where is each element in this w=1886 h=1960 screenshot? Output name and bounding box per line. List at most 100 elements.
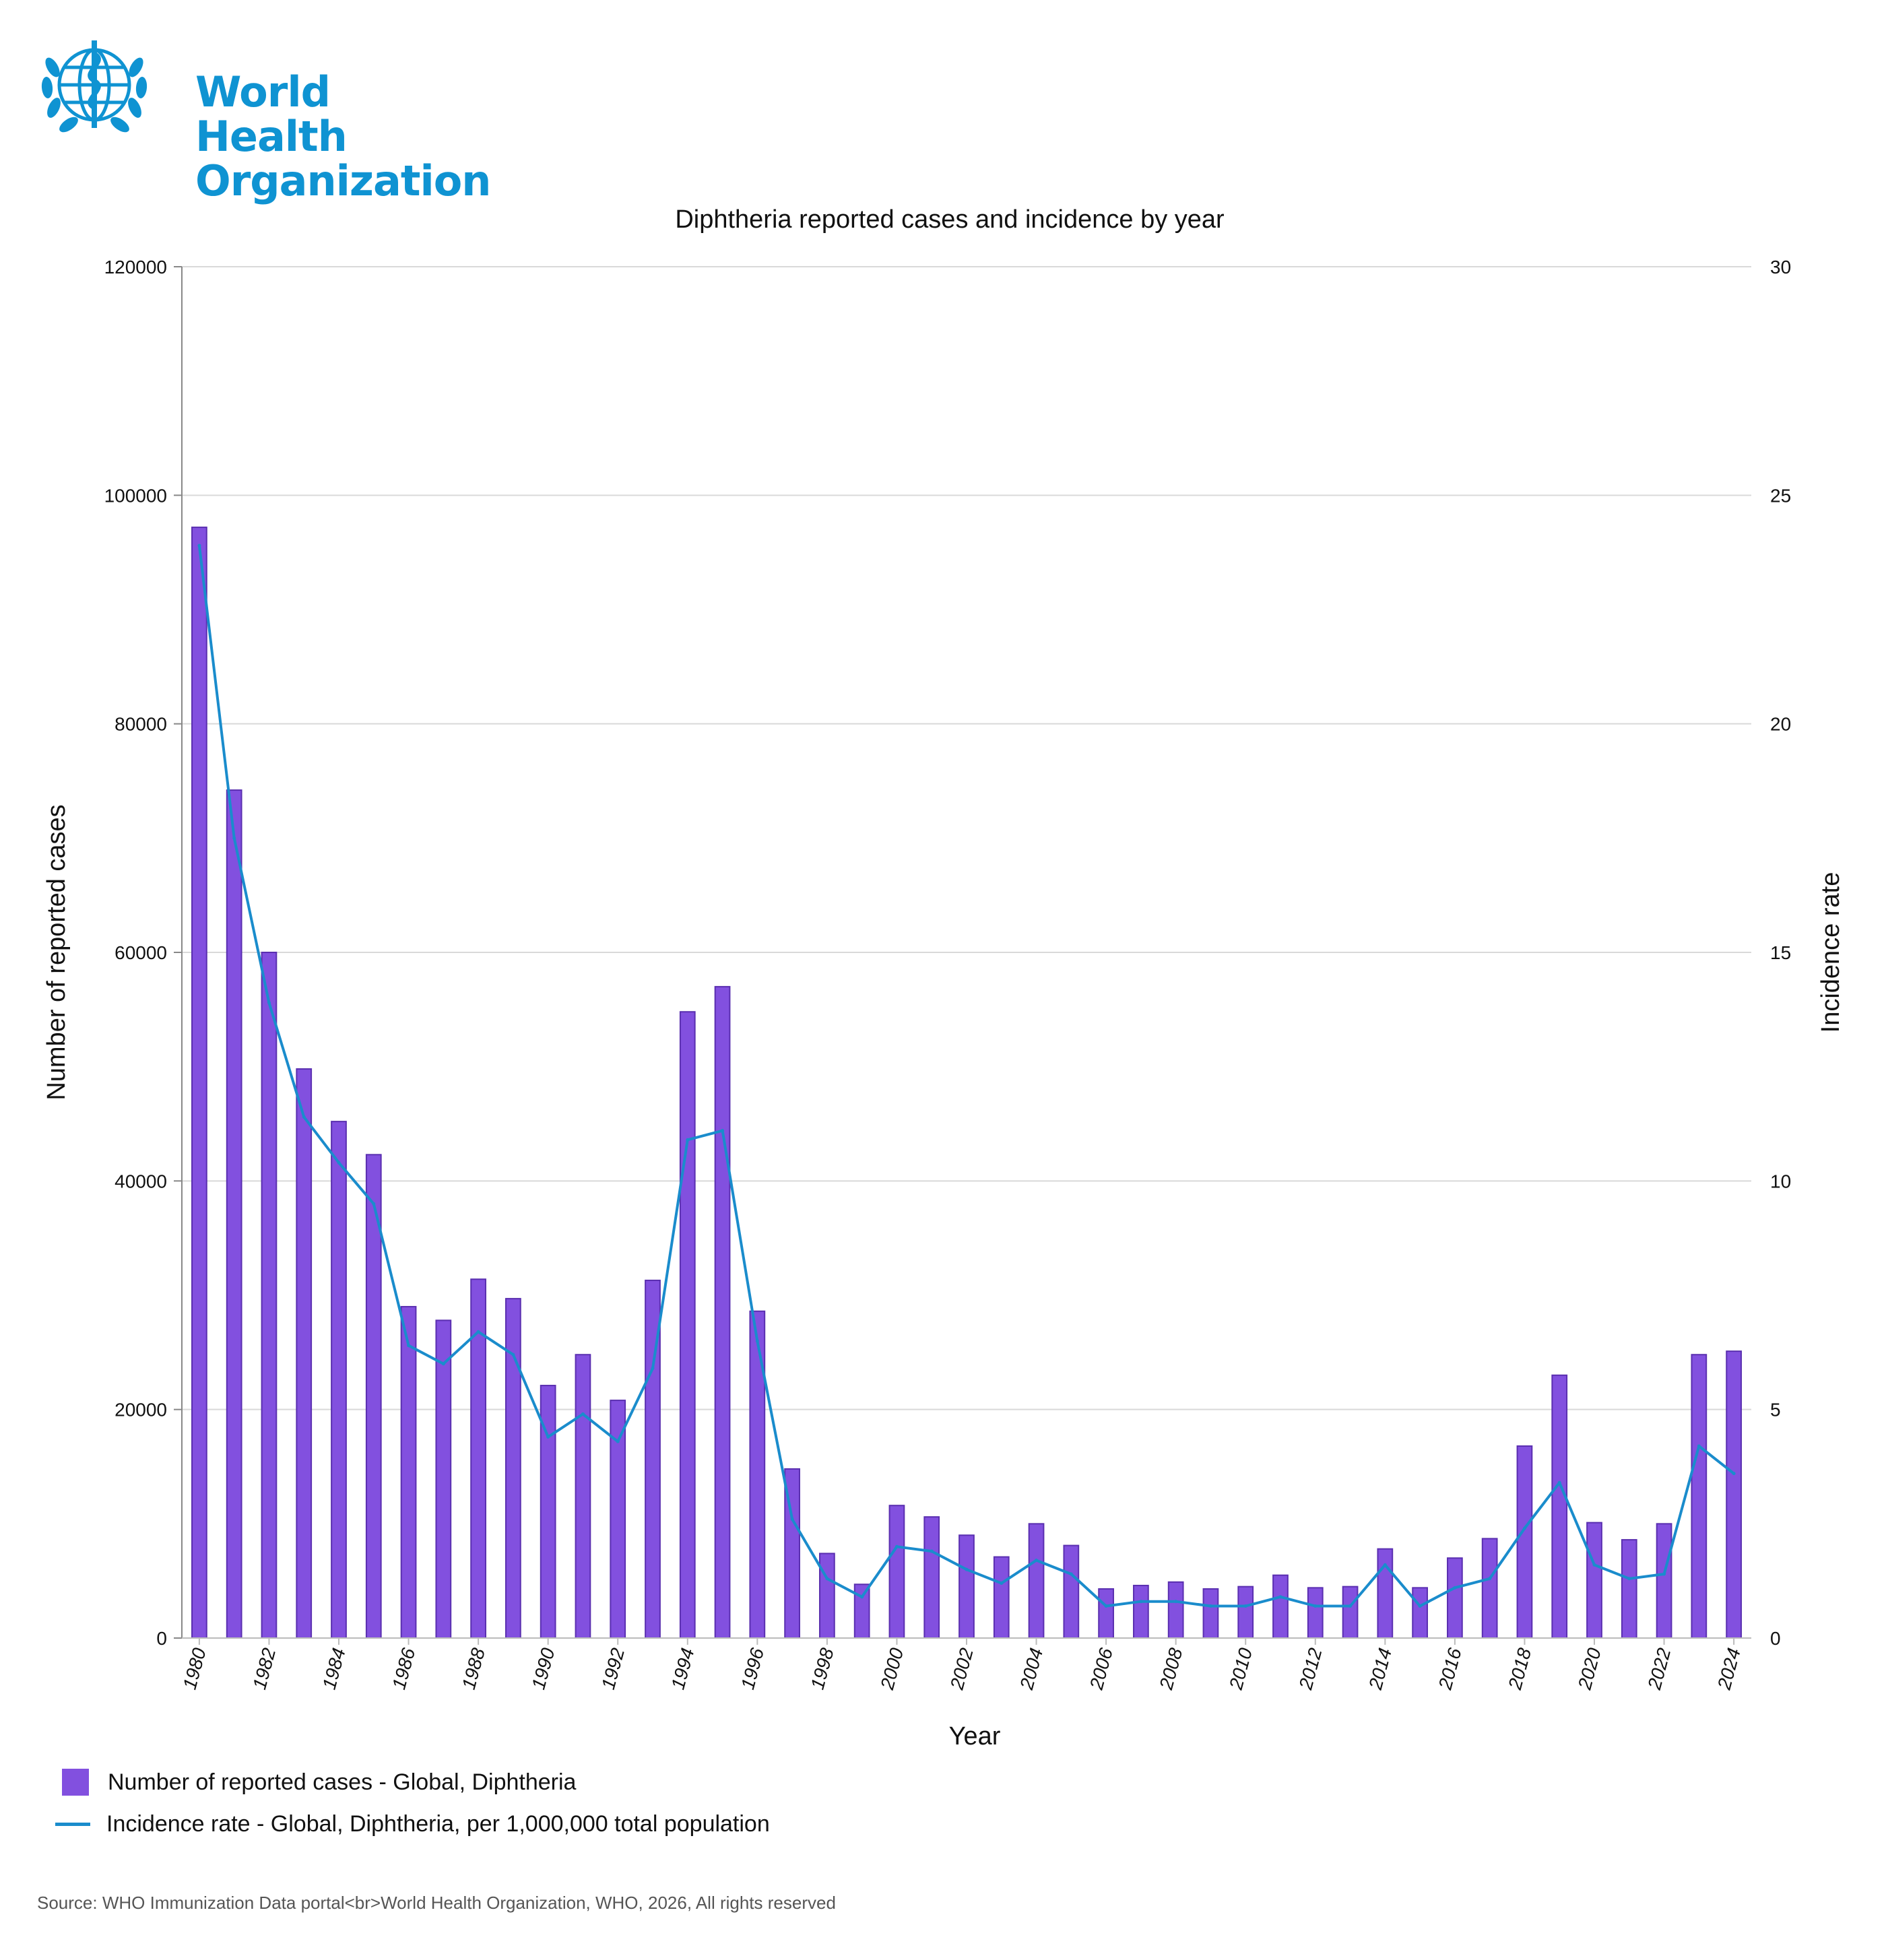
incidence-point <box>1488 1577 1492 1581</box>
legend-swatch-bar <box>62 1769 89 1796</box>
legend-item-incidence[interactable]: Incidence rate - Global, Diphtheria, per… <box>47 1803 770 1845</box>
incidence-point <box>197 544 201 548</box>
incidence-point <box>581 1412 585 1416</box>
bar <box>958 1534 975 1639</box>
incidence-point <box>1732 1472 1736 1476</box>
x-tick-label: 1986 <box>388 1645 419 1692</box>
bar <box>1726 1350 1742 1639</box>
incidence-point <box>1418 1604 1422 1608</box>
bar <box>1098 1588 1114 1639</box>
bar <box>1656 1523 1672 1639</box>
incidence-point <box>1522 1526 1526 1530</box>
bar <box>435 1319 452 1639</box>
y-ticks-left: 0 20000 40000 60000 80000 100000 120000 <box>104 257 182 1649</box>
y-tick-label-right: 5 <box>1770 1400 1781 1420</box>
x-tick-label: 1992 <box>597 1645 628 1692</box>
bar <box>1272 1574 1289 1639</box>
y-tick-label-left: 40000 <box>115 1171 167 1191</box>
logo-title: World Health Organization <box>195 67 491 205</box>
y-axis-label-right: Incidence rate <box>1817 872 1845 1033</box>
bar <box>261 952 278 1639</box>
chart-title: Diphtheria reported cases and incidence … <box>675 205 1225 234</box>
bar <box>923 1516 940 1639</box>
incidence-point <box>1139 1600 1143 1604</box>
x-tick-label: 1984 <box>319 1646 350 1692</box>
x-tick-label: 1988 <box>458 1645 489 1692</box>
incidence-point <box>1035 1559 1039 1563</box>
bar <box>1586 1522 1602 1639</box>
incidence-point <box>511 1352 515 1357</box>
incidence-point <box>930 1549 934 1553</box>
x-tick-label: 1990 <box>527 1645 558 1692</box>
x-tick-label: 1996 <box>737 1645 768 1692</box>
incidence-point <box>1383 1563 1387 1567</box>
bar <box>1133 1584 1149 1639</box>
incidence-point <box>1627 1577 1631 1581</box>
incidence-point <box>1557 1480 1561 1484</box>
bar <box>1167 1581 1184 1639</box>
source-note: Source: WHO Immunization Data portal<br>… <box>37 1893 836 1913</box>
bar <box>575 1354 591 1639</box>
bar <box>1342 1586 1359 1639</box>
incidence-point <box>1243 1604 1247 1608</box>
bar <box>1621 1539 1637 1639</box>
incidence-point <box>476 1330 480 1334</box>
bar <box>714 985 731 1639</box>
x-tick-label: 1998 <box>807 1645 838 1692</box>
legend-item-cases[interactable]: Number of reported cases - Global, Dipht… <box>47 1761 770 1803</box>
x-tick-label: 2014 <box>1365 1646 1396 1693</box>
bar <box>1447 1557 1463 1639</box>
bar <box>400 1305 417 1639</box>
bar <box>1377 1548 1394 1639</box>
y-tick-label-right: 0 <box>1770 1628 1781 1649</box>
logo-title-line-2: Organization <box>195 156 491 205</box>
incidence-point <box>860 1595 864 1599</box>
x-tick-label: 2010 <box>1225 1645 1256 1693</box>
bar <box>888 1505 905 1639</box>
x-tick-label: 2020 <box>1573 1645 1604 1693</box>
y-tick-label-right: 30 <box>1770 257 1791 277</box>
incidence-point <box>721 1129 725 1133</box>
bar <box>1481 1538 1498 1639</box>
incidence-point <box>546 1435 550 1439</box>
incidence-point <box>1000 1581 1004 1586</box>
bar <box>1551 1374 1568 1639</box>
incidence-point <box>1174 1600 1178 1604</box>
incidence-point <box>372 1202 376 1206</box>
bar <box>331 1121 347 1639</box>
x-tick-label: 1994 <box>668 1646 698 1692</box>
who-logo: World Health Organization <box>27 27 491 203</box>
incidence-point <box>1104 1604 1108 1608</box>
bar <box>1028 1523 1045 1639</box>
chart: 0 20000 40000 60000 80000 100000 120000 0 5 10 15… <box>42 205 1845 1751</box>
bar <box>1237 1586 1254 1639</box>
bar <box>1516 1445 1533 1639</box>
incidence-point <box>790 1517 794 1522</box>
incidence-point <box>441 1362 445 1366</box>
incidence-point <box>1697 1444 1701 1448</box>
incidence-point <box>267 1001 271 1005</box>
x-tick-label: 1980 <box>179 1645 210 1692</box>
logo-title-line-1: World Health <box>195 67 348 161</box>
x-tick-label: 2012 <box>1295 1645 1326 1693</box>
bar <box>679 1011 696 1639</box>
incidence-point <box>1313 1604 1318 1608</box>
incidence-point <box>965 1567 969 1571</box>
bar <box>1412 1587 1428 1639</box>
incidence-point <box>651 1367 655 1371</box>
incidence-point <box>1662 1572 1666 1576</box>
incidence-point <box>1208 1604 1212 1608</box>
bar <box>819 1553 835 1639</box>
y-tick-label-left: 120000 <box>104 257 167 277</box>
incidence-point <box>616 1439 620 1443</box>
legend-label-incidence: Incidence rate - Global, Diphtheria, per… <box>106 1810 770 1837</box>
incidence-point <box>1453 1586 1457 1590</box>
incidence-point <box>686 1138 690 1142</box>
incidence-point <box>1592 1563 1596 1567</box>
legend-label-cases: Number of reported cases - Global, Dipht… <box>108 1769 577 1795</box>
y-tick-label-left: 80000 <box>115 714 167 735</box>
y-tick-label-right: 15 <box>1770 942 1791 963</box>
bar <box>853 1583 870 1639</box>
incidence-point <box>895 1544 899 1548</box>
line-series-layer <box>197 544 1736 1608</box>
